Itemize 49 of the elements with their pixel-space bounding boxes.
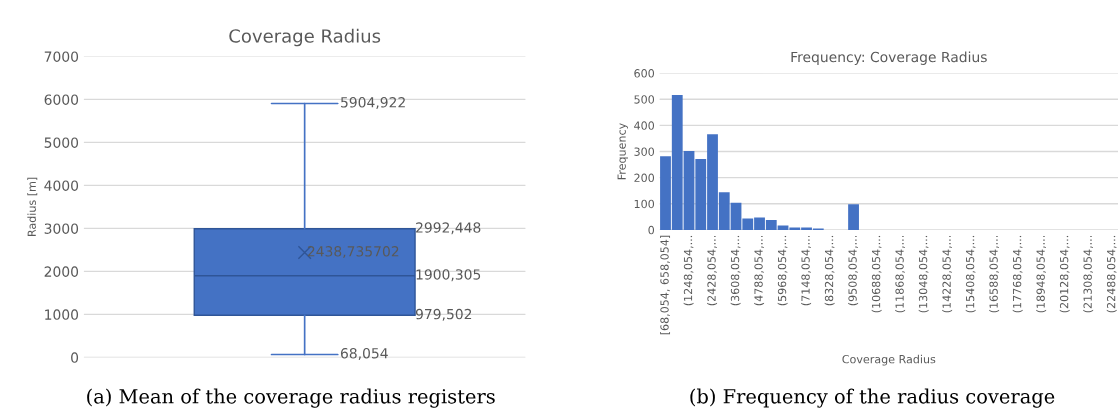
y-tick-label: 600 bbox=[634, 69, 655, 78]
y-tick-label: 3000 bbox=[44, 223, 79, 234]
y-tick-label: 300 bbox=[634, 147, 655, 156]
annotation: 5904,922 bbox=[341, 97, 405, 109]
bar bbox=[848, 204, 859, 230]
x-tick-label: (16588,054,... bbox=[989, 235, 1000, 313]
x-tick-label: (15408,054,... bbox=[965, 235, 976, 313]
y-tick-label: 6000 bbox=[44, 94, 79, 105]
y-axis-title: Radius [m] bbox=[27, 177, 38, 236]
text: (a) Mean of the coverage radius registers bbox=[87, 388, 495, 408]
x-tick-label: (13048,054,... bbox=[918, 235, 929, 313]
y-tick-label: 5000 bbox=[44, 137, 79, 148]
y-tick-label: 4000 bbox=[44, 180, 79, 191]
x-axis-title: Coverage Radius bbox=[842, 354, 936, 366]
x-tick-label: (9508,054,... bbox=[848, 235, 859, 306]
annotation: 979,502 bbox=[415, 308, 472, 321]
x-tick-label: (8328,054,... bbox=[824, 235, 835, 306]
x-tick-label: (7148,054,... bbox=[801, 235, 812, 306]
y-axis-title: Frequency bbox=[617, 123, 628, 180]
y-tick-label: 500 bbox=[634, 95, 655, 104]
annotation: 68,054 bbox=[340, 347, 388, 360]
x-tick-label: (2428,054,... bbox=[707, 235, 718, 306]
x-tick-label: [68,054, 658,054] bbox=[660, 235, 671, 335]
x-tick-label: (20128,054,... bbox=[1059, 235, 1070, 313]
y-tick-label: 0 bbox=[71, 352, 79, 363]
x-tick-label: (5968,054,... bbox=[777, 235, 788, 306]
chart-title: Coverage Radius bbox=[229, 28, 381, 47]
y-tick-label: 1000 bbox=[45, 309, 79, 320]
x-tick-label: (17768,054,... bbox=[1012, 235, 1023, 313]
x-tick-label: (10688,054,... bbox=[871, 235, 882, 313]
x-tick-label: (21308,054,... bbox=[1083, 235, 1094, 313]
y-tick-label: 2000 bbox=[44, 266, 79, 277]
y-tick-label: 7000 bbox=[44, 51, 79, 62]
x-tick-label: (3608,054,... bbox=[730, 235, 741, 306]
x-tick-label: (14228,054,... bbox=[942, 235, 953, 313]
y-tick-label: 200 bbox=[634, 173, 655, 183]
y-tick-label: 400 bbox=[634, 121, 655, 130]
annotation: 2438,735702 bbox=[307, 246, 399, 258]
chart-title: Frequency: Coverage Radius bbox=[791, 51, 987, 65]
annotation: 2992,448 bbox=[416, 222, 481, 235]
x-tick-label: (1248,054,... bbox=[683, 235, 694, 306]
x-tick-label: (22488,054,... bbox=[1106, 235, 1117, 313]
y-tick-label: 100 bbox=[634, 199, 655, 209]
text: (b) Frequency of the radius coverage bbox=[690, 388, 1055, 408]
x-tick-label: (18948,054,... bbox=[1036, 235, 1047, 313]
annotation: 1900,305 bbox=[416, 269, 481, 282]
y-tick-label: 0 bbox=[648, 225, 655, 235]
x-tick-label: (11868,054,... bbox=[895, 235, 906, 313]
x-tick-label: (4788,054,... bbox=[754, 235, 765, 306]
